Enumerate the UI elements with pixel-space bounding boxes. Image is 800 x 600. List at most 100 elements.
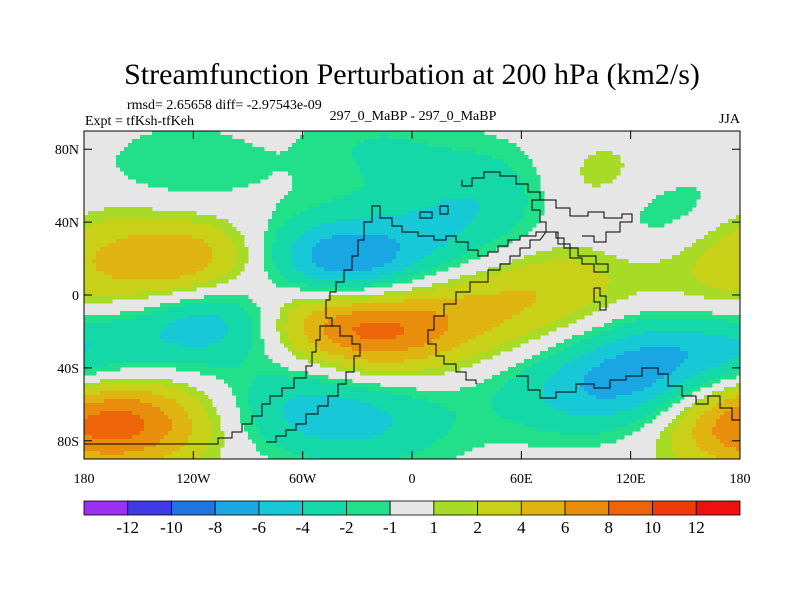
field-cell — [560, 303, 565, 308]
field-cell — [532, 223, 537, 228]
field-cell — [736, 263, 740, 268]
field-cell — [440, 255, 445, 260]
field-cell — [488, 155, 493, 160]
field-cell — [512, 223, 517, 228]
field-cell — [404, 291, 409, 296]
field-cell — [192, 259, 197, 264]
field-cell — [340, 263, 345, 268]
field-cell — [208, 307, 213, 312]
field-cell — [208, 151, 213, 156]
field-cell — [584, 259, 589, 264]
field-cell — [236, 179, 241, 184]
field-cell — [140, 219, 145, 224]
field-cell — [320, 151, 325, 156]
field-cell — [520, 295, 525, 300]
field-cell — [356, 183, 361, 188]
field-cell — [236, 139, 241, 144]
field-cell — [496, 175, 501, 180]
field-cell — [264, 239, 269, 244]
field-cell — [132, 251, 137, 256]
field-cell — [648, 215, 653, 220]
field-cell — [484, 143, 489, 148]
field-cell — [440, 247, 445, 252]
field-cell — [428, 251, 433, 256]
field-cell — [220, 299, 225, 304]
field-cell — [672, 195, 677, 200]
field-cell — [184, 163, 189, 168]
field-cell — [516, 199, 521, 204]
field-cell — [172, 267, 177, 272]
field-cell — [388, 131, 393, 136]
field-cell — [200, 243, 205, 248]
field-cell — [320, 131, 325, 136]
field-cell — [376, 151, 381, 156]
field-cell — [492, 179, 497, 184]
field-cell — [128, 231, 133, 236]
field-cell — [176, 159, 181, 164]
field-cell — [336, 139, 341, 144]
field-cell — [716, 291, 721, 296]
field-cell — [280, 159, 285, 164]
field-cell — [388, 175, 393, 180]
field-cell — [520, 215, 525, 220]
field-cell — [432, 251, 437, 256]
field-cell — [272, 275, 277, 280]
field-cell — [88, 275, 93, 280]
field-cell — [88, 291, 93, 296]
field-cell — [608, 171, 613, 176]
field-cell — [504, 211, 509, 216]
field-cell — [284, 223, 289, 228]
field-cell — [228, 299, 233, 304]
field-cell — [472, 255, 477, 260]
field-cell — [420, 251, 425, 256]
field-cell — [84, 239, 89, 244]
field-cell — [388, 283, 393, 288]
field-cell — [100, 247, 105, 252]
field-cell — [504, 215, 509, 220]
field-cell — [420, 311, 425, 316]
field-cell — [168, 307, 173, 312]
field-cell — [504, 179, 509, 184]
field-cell — [356, 271, 361, 276]
field-cell — [140, 179, 145, 184]
field-cell — [204, 235, 209, 240]
field-cell — [136, 151, 141, 156]
field-cell — [528, 287, 533, 292]
field-cell — [508, 195, 513, 200]
field-cell — [220, 251, 225, 256]
field-cell — [512, 211, 517, 216]
field-cell — [100, 271, 105, 276]
field-cell — [432, 171, 437, 176]
field-cell — [520, 275, 525, 280]
field-cell — [376, 171, 381, 176]
field-cell — [320, 135, 325, 140]
field-cell — [332, 155, 337, 160]
field-cell — [652, 223, 657, 228]
field-cell — [288, 155, 293, 160]
field-cell — [380, 167, 385, 172]
field-cell — [148, 207, 153, 212]
field-cell — [128, 243, 133, 248]
field-cell — [516, 231, 521, 236]
field-cell — [600, 283, 605, 288]
field-cell — [336, 267, 341, 272]
field-cell — [524, 227, 529, 232]
field-cell — [224, 155, 229, 160]
field-cell — [252, 147, 257, 152]
field-cell — [600, 163, 605, 168]
field-cell — [520, 207, 525, 212]
field-cell — [576, 287, 581, 292]
field-cell — [404, 179, 409, 184]
field-cell — [436, 167, 441, 172]
field-cell — [228, 243, 233, 248]
field-cell — [456, 139, 461, 144]
field-cell — [312, 211, 317, 216]
field-cell — [308, 287, 313, 292]
field-cell — [524, 267, 529, 272]
field-cell — [96, 275, 101, 280]
field-cell — [176, 255, 181, 260]
field-cell — [192, 147, 197, 152]
field-cell — [404, 159, 409, 164]
field-cell — [736, 255, 740, 260]
field-cell — [188, 131, 193, 136]
